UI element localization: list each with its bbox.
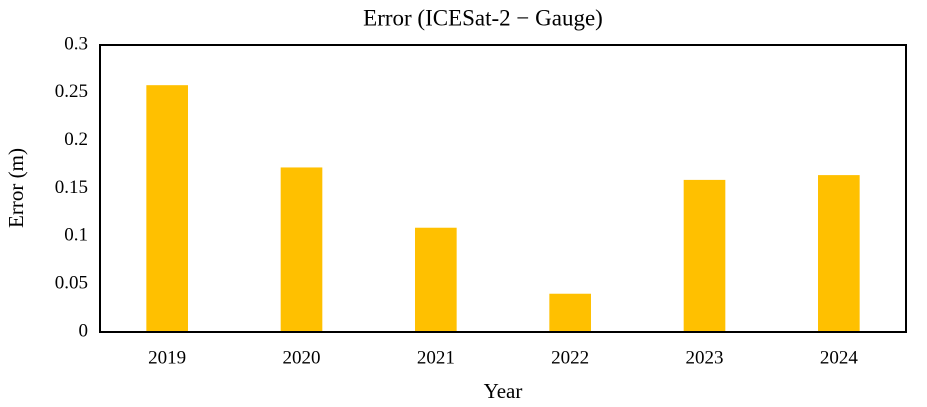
bar [549,293,591,332]
x-tick-label: 2019 [148,347,186,368]
y-axis-title: Error (m) [4,148,28,228]
y-tick-label: 0.15 [55,177,88,198]
bar [683,179,726,332]
y-tick-label: 0.2 [64,129,88,150]
x-tick-label: 2020 [283,347,321,368]
y-tick-label: 0.05 [55,273,88,294]
x-tick-label: 2022 [551,347,589,368]
y-tick-label: 0.25 [55,81,88,102]
x-tick-label: 2024 [820,347,859,368]
y-tick-label: 0.1 [64,225,88,246]
x-axis-title: Year [484,379,523,403]
plot-frame [99,44,907,333]
x-tick-label: 2023 [686,347,724,368]
bar [415,227,457,332]
y-tick-label: 0 [79,320,89,341]
bar [146,85,188,333]
bar [280,167,323,332]
x-tick-label: 2021 [417,347,455,368]
chart-title: Error (ICESat-2 − Gauge) [363,5,603,30]
bar [818,175,860,332]
y-tick-label: 0.3 [64,33,88,54]
